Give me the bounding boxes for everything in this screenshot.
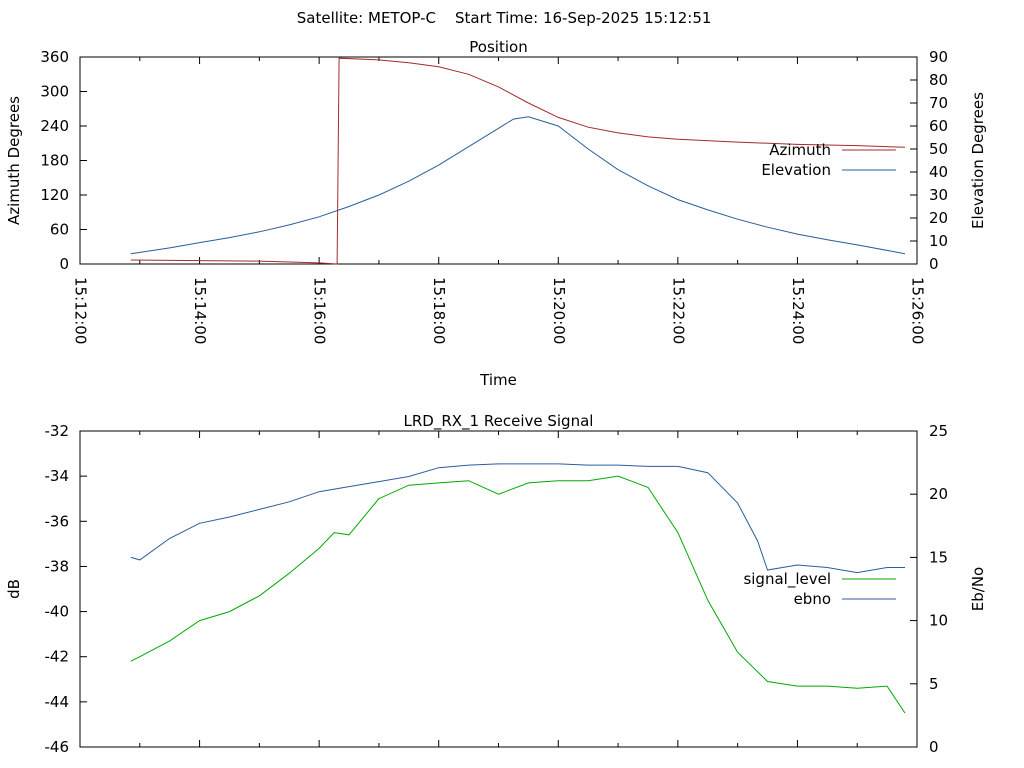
x-axis-label: Time	[479, 371, 517, 389]
series-line-signal-level	[130, 475, 906, 714]
y2-tick-label: 20	[929, 209, 948, 227]
y2-tick-label: 50	[929, 140, 948, 158]
plot-frame	[79, 430, 918, 748]
y-tick-label: 300	[40, 83, 69, 101]
y-tick-label: -42	[45, 648, 70, 666]
x-tick-label: 15:14:00	[191, 277, 209, 344]
y2-tick-label: 70	[929, 94, 948, 112]
legend-label: signal_level	[743, 570, 831, 589]
y2-tick-label: 90	[929, 48, 948, 66]
y2-tick-label: 0	[929, 738, 939, 756]
satellite-label: Satellite: METOP-C	[297, 9, 436, 27]
y2-tick-label: 20	[929, 485, 948, 503]
y-tick-label: -38	[45, 557, 70, 575]
y-tick-label: -34	[45, 467, 70, 485]
y2-tick-label: 0	[929, 255, 939, 273]
x-tick-label: 15:24:00	[789, 277, 807, 344]
y-tick-label: 180	[40, 152, 69, 170]
y2-tick-label: 60	[929, 117, 948, 135]
x-tick-label: 15:18:00	[430, 277, 448, 344]
y-tick-label: -46	[45, 738, 70, 756]
y2-axis-label: Elevation Degrees	[969, 92, 987, 229]
y-axis-label: dB	[5, 579, 23, 599]
y-tick-label: 120	[40, 186, 69, 204]
x-tick-label: 15:16:00	[311, 277, 329, 344]
receive-signal-chart: LRD_RX_1 Receive Signal -46 -44 -42 -40 -38 -3…	[5, 412, 987, 756]
x-tick-label: 15:12:00	[72, 277, 90, 344]
y-axis-label: Azimuth Degrees	[5, 96, 23, 225]
legend-label: Azimuth	[769, 141, 831, 159]
y-tick-label: -36	[45, 512, 70, 530]
y2-axis-label: Eb/No	[969, 567, 987, 611]
y-tick-label: -32	[45, 422, 70, 440]
y2-tick-label: 80	[929, 71, 948, 89]
x-tick-label: 15:26:00	[909, 277, 927, 344]
y2-tick-label: 10	[929, 612, 948, 630]
chart-title: LRD_RX_1 Receive Signal	[404, 412, 594, 431]
start-time-label: Start Time: 16-Sep-2025 15:12:51	[455, 9, 711, 27]
y2-tick-label: 25	[929, 422, 948, 440]
series-line-elevation	[130, 116, 906, 255]
x-tick-label: 15:22:00	[669, 277, 687, 344]
y2-tick-label: 15	[929, 548, 948, 566]
x-tick-label: 15:20:00	[550, 277, 568, 344]
y2-tick-label: 30	[929, 186, 948, 204]
chart-title: Position	[469, 38, 527, 56]
series-line-ebno	[130, 463, 905, 574]
y-tick-label: -40	[45, 603, 70, 621]
legend-label: ebno	[794, 590, 831, 608]
legend-label: Elevation	[761, 161, 831, 179]
y2-tick-label: 10	[929, 232, 948, 250]
y2-tick-label: 40	[929, 163, 948, 181]
y-tick-label: -44	[45, 693, 70, 711]
position-chart: Position 0 60 120 180 240 300 360 0 10 20 30 40 50 60 7…	[5, 38, 987, 389]
series-line-azimuth	[130, 57, 906, 265]
y2-tick-label: 5	[929, 675, 939, 693]
y-tick-label: 240	[40, 117, 69, 135]
y-tick-label: 0	[59, 255, 69, 273]
y-tick-label: 60	[50, 221, 69, 239]
y-tick-label: 360	[40, 48, 69, 66]
